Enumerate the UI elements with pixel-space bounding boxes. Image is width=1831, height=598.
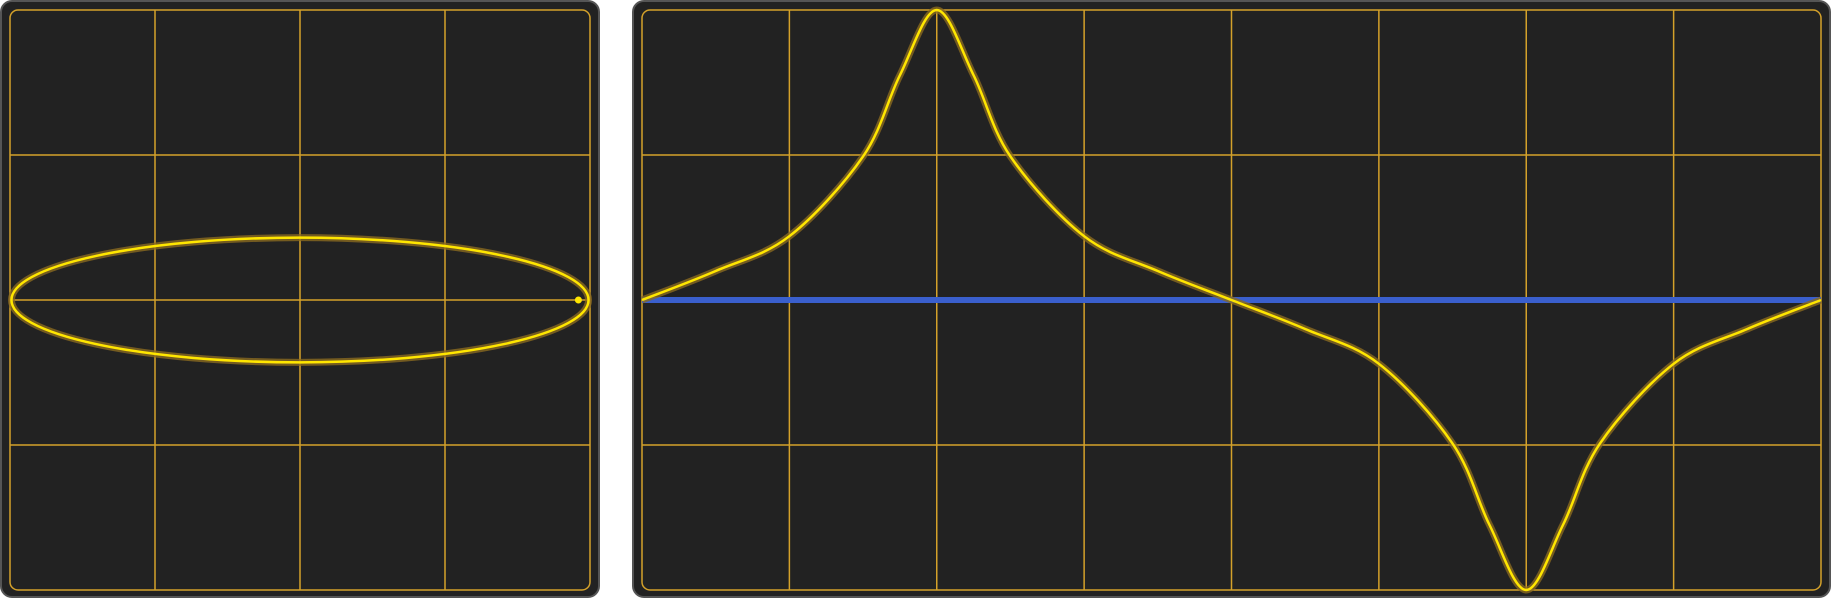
xy-scope-panel [0, 0, 600, 598]
yt-scope-plot [640, 6, 1823, 594]
yt-scope-panel [632, 0, 1831, 598]
xy-beam-dot [574, 296, 582, 304]
xy-scope-plot [7, 9, 593, 591]
xy-trace-ellipse [10, 236, 590, 364]
